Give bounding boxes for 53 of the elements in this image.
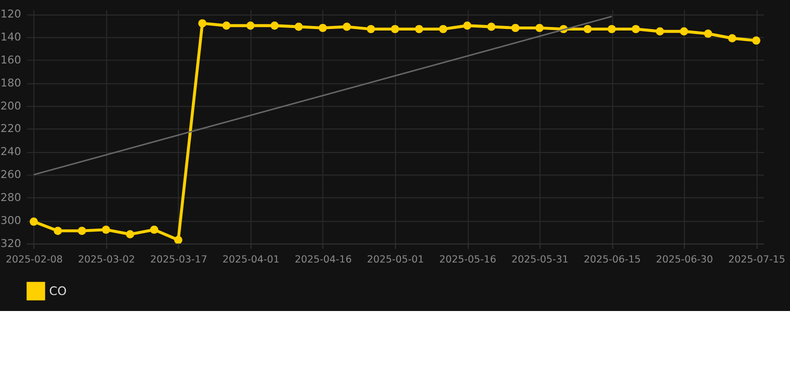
legend-label: CO (49, 284, 67, 298)
x-tick-label: 2025-05-01 (366, 254, 424, 266)
y-tick-label: 120 (0, 8, 22, 21)
y-tick-label: 320 (0, 236, 22, 250)
point (150, 226, 158, 234)
point (390, 24, 400, 34)
y-tick-label: 140 (0, 30, 22, 44)
point (487, 22, 496, 31)
point (54, 226, 62, 235)
y-tick-label: 180 (0, 76, 22, 90)
y-tick-label: 200 (0, 99, 22, 112)
point (439, 24, 448, 34)
point (752, 36, 760, 45)
point (535, 24, 544, 32)
x-tick-label: 2025-02-08 (6, 254, 63, 266)
y-tick-label: 160 (0, 53, 22, 66)
y-tick-label: 220 (0, 122, 22, 136)
point (198, 19, 206, 28)
x-tick-label: 2025-03-17 (150, 254, 208, 266)
y-tick-label: 260 (0, 168, 22, 182)
point (704, 30, 712, 38)
point (270, 22, 279, 30)
point (78, 226, 86, 235)
point (246, 22, 255, 30)
point (366, 24, 376, 34)
point (174, 236, 182, 244)
y-tick-label: 300 (0, 214, 22, 227)
point (222, 22, 231, 30)
point (680, 27, 688, 36)
point (608, 24, 616, 34)
y-tick-label: 280 (0, 191, 22, 204)
point (126, 230, 134, 238)
point (414, 24, 424, 34)
point (728, 34, 736, 42)
point (463, 22, 472, 30)
x-tick-label: 2025-06-30 (656, 254, 714, 266)
x-tick-label: 2025-04-01 (222, 254, 280, 266)
point (632, 24, 640, 34)
x-tick-label: 2025-07-15 (728, 254, 786, 266)
point (30, 218, 38, 226)
x-tick-label: 2025-04-16 (294, 254, 352, 266)
x-tick-label: 2025-06-15 (584, 254, 641, 266)
x-tick-label: 2025-05-16 (439, 254, 496, 266)
x-tick-label: 2025-05-31 (511, 254, 569, 266)
point (584, 24, 592, 34)
point (318, 24, 327, 32)
point (294, 22, 303, 31)
point (102, 226, 110, 234)
y-tick-label: 240 (0, 145, 22, 158)
x-tick-label: 2025-03-02 (78, 254, 136, 266)
point (342, 22, 351, 31)
point (656, 27, 664, 36)
point (511, 24, 520, 32)
